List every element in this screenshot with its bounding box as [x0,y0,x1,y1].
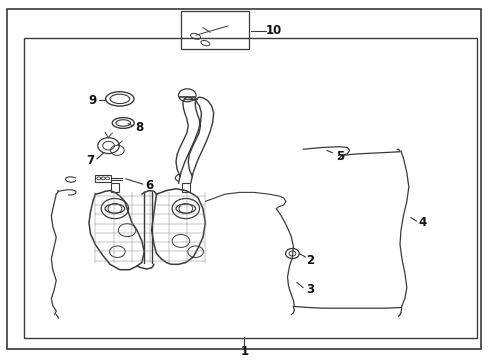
Bar [95,175,111,182]
Bar [111,183,119,192]
Bar [181,11,249,49]
Text: 4: 4 [418,216,426,229]
Bar [24,38,476,338]
Bar [182,183,189,192]
Text: 8: 8 [135,121,143,134]
Text: 9: 9 [89,94,97,107]
Text: 3: 3 [306,283,314,296]
Text: 10: 10 [265,24,282,37]
Text: 6: 6 [145,179,153,192]
Text: 2: 2 [306,254,314,267]
Text: 7: 7 [86,153,94,167]
Text: 5: 5 [335,150,343,163]
Text: 1: 1 [240,345,248,358]
